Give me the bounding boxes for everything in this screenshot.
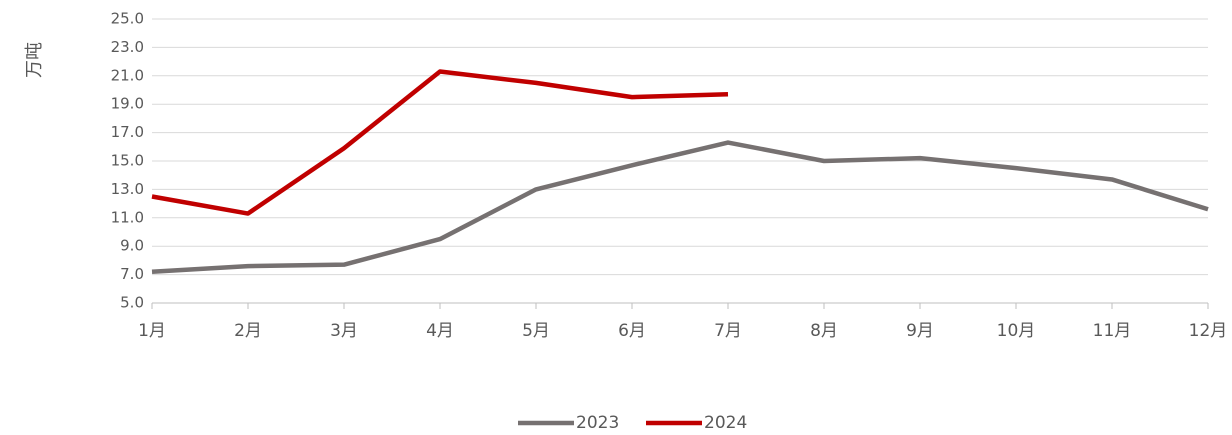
y-tick-label: 17.0 [111, 123, 144, 141]
legend-label: 2023 [576, 413, 619, 431]
x-tick-label: 7月 [714, 321, 742, 341]
x-tick-label: 10月 [997, 321, 1036, 341]
x-tick-label: 5月 [522, 321, 550, 341]
x-tick-label: 6月 [618, 321, 646, 341]
y-tick-label: 19.0 [111, 95, 144, 113]
y-tick-label: 7.0 [120, 265, 144, 283]
legend-label: 2024 [704, 413, 747, 431]
x-tick-label: 8月 [810, 321, 838, 341]
y-tick-label: 15.0 [111, 152, 144, 170]
y-tick-label: 5.0 [120, 294, 144, 312]
line-series [151, 140, 1209, 275]
x-tick-label: 1月 [138, 321, 166, 341]
x-tick-label: 3月 [330, 321, 358, 341]
x-tick-label: 9月 [906, 321, 934, 341]
y-tick-label: 13.0 [111, 180, 144, 198]
x-tick-label: 2月 [234, 321, 262, 341]
y-tick-label: 11.0 [111, 208, 144, 226]
y-axis-label: 万吨 [24, 42, 45, 78]
y-tick-label: 25.0 [111, 10, 144, 28]
x-tick-label: 12月 [1189, 321, 1228, 341]
y-tick-label: 23.0 [111, 38, 144, 56]
x-tick-label: 11月 [1093, 321, 1132, 341]
line-series [151, 69, 729, 216]
y-tick-label: 9.0 [120, 237, 144, 255]
y-tick-label: 21.0 [111, 66, 144, 84]
x-tick-label: 4月 [426, 321, 454, 341]
